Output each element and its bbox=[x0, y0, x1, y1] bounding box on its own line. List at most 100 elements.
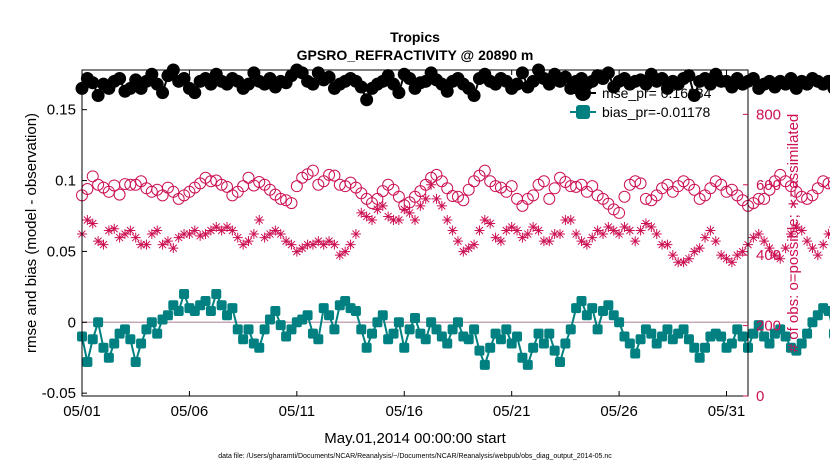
assimilated-point bbox=[227, 225, 238, 236]
bias-point bbox=[501, 324, 512, 335]
assimilated-point bbox=[576, 236, 587, 247]
bias-point bbox=[549, 345, 560, 356]
bias-point bbox=[410, 313, 420, 324]
bias-point bbox=[560, 338, 571, 349]
assimilated-point bbox=[753, 229, 764, 240]
assimilated-point bbox=[624, 225, 635, 236]
rmse-point bbox=[703, 77, 717, 91]
x-tick-label: 05/11 bbox=[279, 403, 315, 420]
possible-point bbox=[242, 171, 255, 184]
assimilated-point bbox=[205, 225, 216, 236]
assimilated-point bbox=[667, 250, 678, 261]
rmse-point bbox=[515, 66, 529, 80]
assimilated-point bbox=[259, 232, 270, 243]
assimilated-point bbox=[254, 214, 265, 225]
assimilated-point bbox=[286, 239, 297, 250]
assimilated-point bbox=[646, 222, 657, 233]
assimilated-point bbox=[302, 239, 313, 250]
assimilated-point bbox=[232, 232, 243, 243]
assimilated-point bbox=[683, 253, 694, 264]
assimilated-point bbox=[635, 225, 646, 236]
possible-point bbox=[586, 180, 599, 193]
bias-point bbox=[264, 314, 275, 325]
assimilated-point bbox=[281, 236, 292, 247]
possible-point bbox=[221, 180, 234, 193]
assimilated-point bbox=[125, 225, 136, 236]
assimilated-point bbox=[512, 225, 523, 236]
assimilated-point bbox=[431, 193, 442, 204]
bias-point bbox=[136, 338, 147, 349]
assimilated-point bbox=[458, 246, 469, 257]
bias-point bbox=[485, 342, 496, 353]
y-tick-label-right: 400 bbox=[756, 247, 781, 264]
bias-point bbox=[624, 338, 635, 349]
bias-point bbox=[388, 328, 399, 339]
bias-point bbox=[646, 328, 657, 339]
assimilated-point bbox=[581, 239, 592, 250]
possible-point bbox=[204, 175, 217, 188]
assimilated-point bbox=[587, 232, 598, 243]
bias-point bbox=[630, 348, 641, 359]
bias-point bbox=[555, 356, 566, 367]
possible-point bbox=[285, 197, 298, 210]
possible-point bbox=[306, 164, 319, 177]
possible-point bbox=[323, 168, 336, 181]
possible-point bbox=[548, 182, 561, 195]
rmse-point bbox=[145, 67, 159, 81]
y-tick-label: 0.15 bbox=[47, 102, 76, 119]
bias-point bbox=[737, 331, 748, 342]
rmse-point bbox=[510, 77, 524, 91]
assimilated-point bbox=[345, 239, 356, 250]
legend-label-bias: bias_pr=-0.01178 bbox=[602, 104, 711, 120]
possible-point bbox=[441, 182, 454, 195]
assimilated-point bbox=[426, 179, 437, 190]
bias-point bbox=[587, 303, 598, 314]
assimilated-point bbox=[748, 232, 759, 243]
assimilated-point bbox=[361, 211, 372, 222]
assimilated-point bbox=[780, 243, 791, 254]
assimilated-point bbox=[501, 225, 512, 236]
bias-point bbox=[87, 334, 98, 345]
assimilated-point bbox=[179, 229, 190, 240]
y-tick-label: 0 bbox=[68, 314, 76, 331]
possible-point bbox=[811, 182, 824, 195]
assimilated-point bbox=[404, 207, 415, 218]
possible-point bbox=[570, 180, 583, 193]
assimilated-point bbox=[399, 204, 410, 215]
assimilated-point bbox=[222, 222, 233, 233]
assimilated-point bbox=[823, 229, 830, 240]
assimilated-point bbox=[463, 243, 474, 254]
possible-point bbox=[827, 180, 830, 190]
assimilated-point bbox=[759, 236, 770, 247]
assimilated-point bbox=[350, 229, 361, 240]
rmse-point bbox=[242, 77, 255, 91]
rmse-point bbox=[827, 83, 830, 94]
assimilated-point bbox=[528, 222, 539, 233]
bias-point bbox=[678, 324, 689, 335]
y-tick-label-right: 600 bbox=[756, 177, 781, 194]
assimilated-point bbox=[791, 222, 802, 233]
assimilated-point bbox=[377, 200, 388, 211]
bias-point bbox=[302, 310, 313, 321]
y-tick-label-right: 200 bbox=[756, 318, 781, 335]
assimilated-point bbox=[388, 214, 399, 225]
assimilated-point bbox=[630, 236, 641, 247]
assimilated-point bbox=[442, 214, 453, 225]
rmse-point bbox=[403, 72, 417, 86]
assimilated-point bbox=[173, 232, 184, 243]
bias-point bbox=[216, 300, 227, 311]
assimilated-point bbox=[807, 243, 818, 254]
assimilated-point bbox=[243, 236, 254, 247]
bias-point bbox=[356, 324, 367, 335]
assimilated-point bbox=[802, 236, 813, 247]
assimilated-point bbox=[769, 250, 780, 261]
assimilated-point bbox=[764, 243, 775, 254]
bias-point bbox=[152, 328, 163, 339]
rmse-point bbox=[204, 77, 218, 91]
possible-point bbox=[145, 185, 158, 198]
bias-point bbox=[823, 305, 830, 316]
assimilated-point bbox=[544, 236, 555, 247]
bias-point bbox=[603, 300, 614, 311]
bias-point bbox=[275, 320, 286, 331]
assimilated-point bbox=[538, 236, 549, 247]
